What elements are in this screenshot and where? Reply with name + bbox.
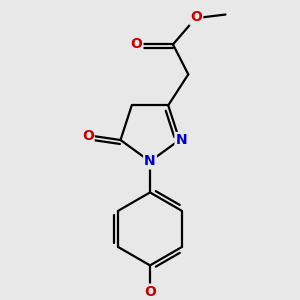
Text: N: N (144, 154, 156, 168)
Text: O: O (190, 11, 202, 25)
Text: N: N (176, 133, 187, 147)
Text: O: O (130, 38, 142, 51)
Text: O: O (144, 285, 156, 298)
Text: O: O (82, 129, 94, 142)
